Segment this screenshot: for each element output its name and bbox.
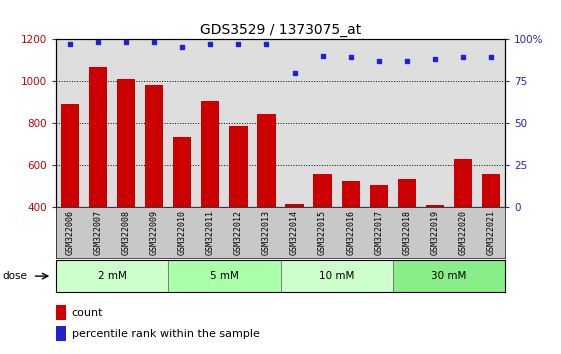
Bar xyxy=(398,179,416,207)
Bar xyxy=(89,67,107,207)
Text: GSM322019: GSM322019 xyxy=(430,210,439,255)
Text: percentile rank within the sample: percentile rank within the sample xyxy=(72,329,260,339)
Bar xyxy=(61,104,79,207)
Text: GSM322015: GSM322015 xyxy=(318,210,327,255)
Text: GSM322006: GSM322006 xyxy=(66,210,75,255)
Text: count: count xyxy=(72,308,103,318)
Bar xyxy=(454,159,472,207)
Text: GSM322016: GSM322016 xyxy=(346,210,355,255)
Text: GSM322020: GSM322020 xyxy=(458,210,467,255)
Text: 30 mM: 30 mM xyxy=(431,271,467,281)
Bar xyxy=(342,182,360,207)
Text: GSM322007: GSM322007 xyxy=(94,210,103,255)
Bar xyxy=(229,126,247,207)
Bar xyxy=(482,174,500,207)
Bar xyxy=(117,79,135,207)
Text: 10 mM: 10 mM xyxy=(319,271,355,281)
Bar xyxy=(257,114,275,207)
Text: GSM322017: GSM322017 xyxy=(374,210,383,255)
Bar xyxy=(393,260,505,292)
Text: 2 mM: 2 mM xyxy=(98,271,127,281)
Bar xyxy=(56,305,66,320)
Text: GSM322014: GSM322014 xyxy=(290,210,299,255)
Text: GSM322011: GSM322011 xyxy=(206,210,215,255)
Bar xyxy=(145,85,163,207)
Text: dose: dose xyxy=(3,271,27,281)
Text: GSM322010: GSM322010 xyxy=(178,210,187,255)
Text: GSM322013: GSM322013 xyxy=(262,210,271,255)
Bar xyxy=(56,326,66,341)
Bar xyxy=(56,260,168,292)
Text: GSM322021: GSM322021 xyxy=(486,210,495,255)
Bar xyxy=(201,101,219,207)
Bar xyxy=(280,260,393,292)
Bar xyxy=(173,137,191,207)
Text: GSM322012: GSM322012 xyxy=(234,210,243,255)
Bar xyxy=(168,260,280,292)
Bar xyxy=(314,174,332,207)
Text: GSM322018: GSM322018 xyxy=(402,210,411,255)
Text: 5 mM: 5 mM xyxy=(210,271,239,281)
Title: GDS3529 / 1373075_at: GDS3529 / 1373075_at xyxy=(200,23,361,36)
Bar xyxy=(426,205,444,207)
Text: GSM322008: GSM322008 xyxy=(122,210,131,255)
Bar xyxy=(370,185,388,207)
Bar xyxy=(286,204,304,207)
Text: GSM322009: GSM322009 xyxy=(150,210,159,255)
